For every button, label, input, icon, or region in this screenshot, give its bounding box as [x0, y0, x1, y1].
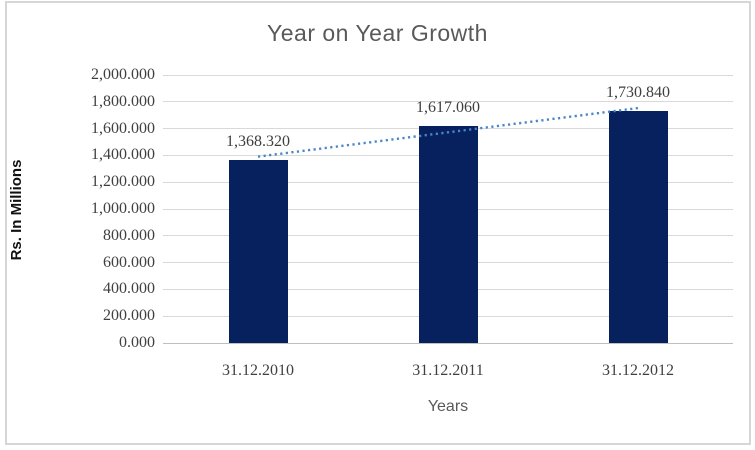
bar-data-label: 1,617.060: [416, 99, 480, 117]
y-tick-label: 800.000: [103, 226, 155, 244]
x-axis-line: [163, 342, 733, 344]
y-tick-label: 400.000: [103, 280, 155, 298]
y-tick-label: 600.000: [103, 253, 155, 271]
x-tick-label: 31.12.2011: [412, 362, 484, 379]
chart-title: Year on Year Growth: [267, 20, 488, 46]
y-tick-label: 1,800.000: [91, 92, 155, 110]
y-gridline: [163, 101, 733, 103]
y-tick-label: 2,000.000: [91, 66, 155, 83]
y-tick-label: 1,400.000: [91, 146, 155, 164]
bar: [228, 159, 288, 343]
x-tick-label: 31.12.2010: [222, 362, 294, 379]
x-axis-title: Years: [427, 398, 469, 415]
bar-data-label: 1,730.840: [606, 84, 670, 102]
x-tick-label: 31.12.2012: [602, 362, 674, 379]
y-tick-label: 1,600.000: [91, 119, 155, 137]
y-tick-label: 1,200.000: [91, 173, 155, 191]
bar: [418, 126, 478, 343]
bar: [608, 111, 668, 343]
y-tick-label: 1,000.000: [91, 200, 155, 217]
bar-data-label: 1,368.320: [226, 132, 290, 150]
y-tick-label: 0.000: [119, 334, 155, 351]
y-tick-label: 200.000: [103, 307, 155, 325]
y-gridline: [163, 74, 733, 76]
